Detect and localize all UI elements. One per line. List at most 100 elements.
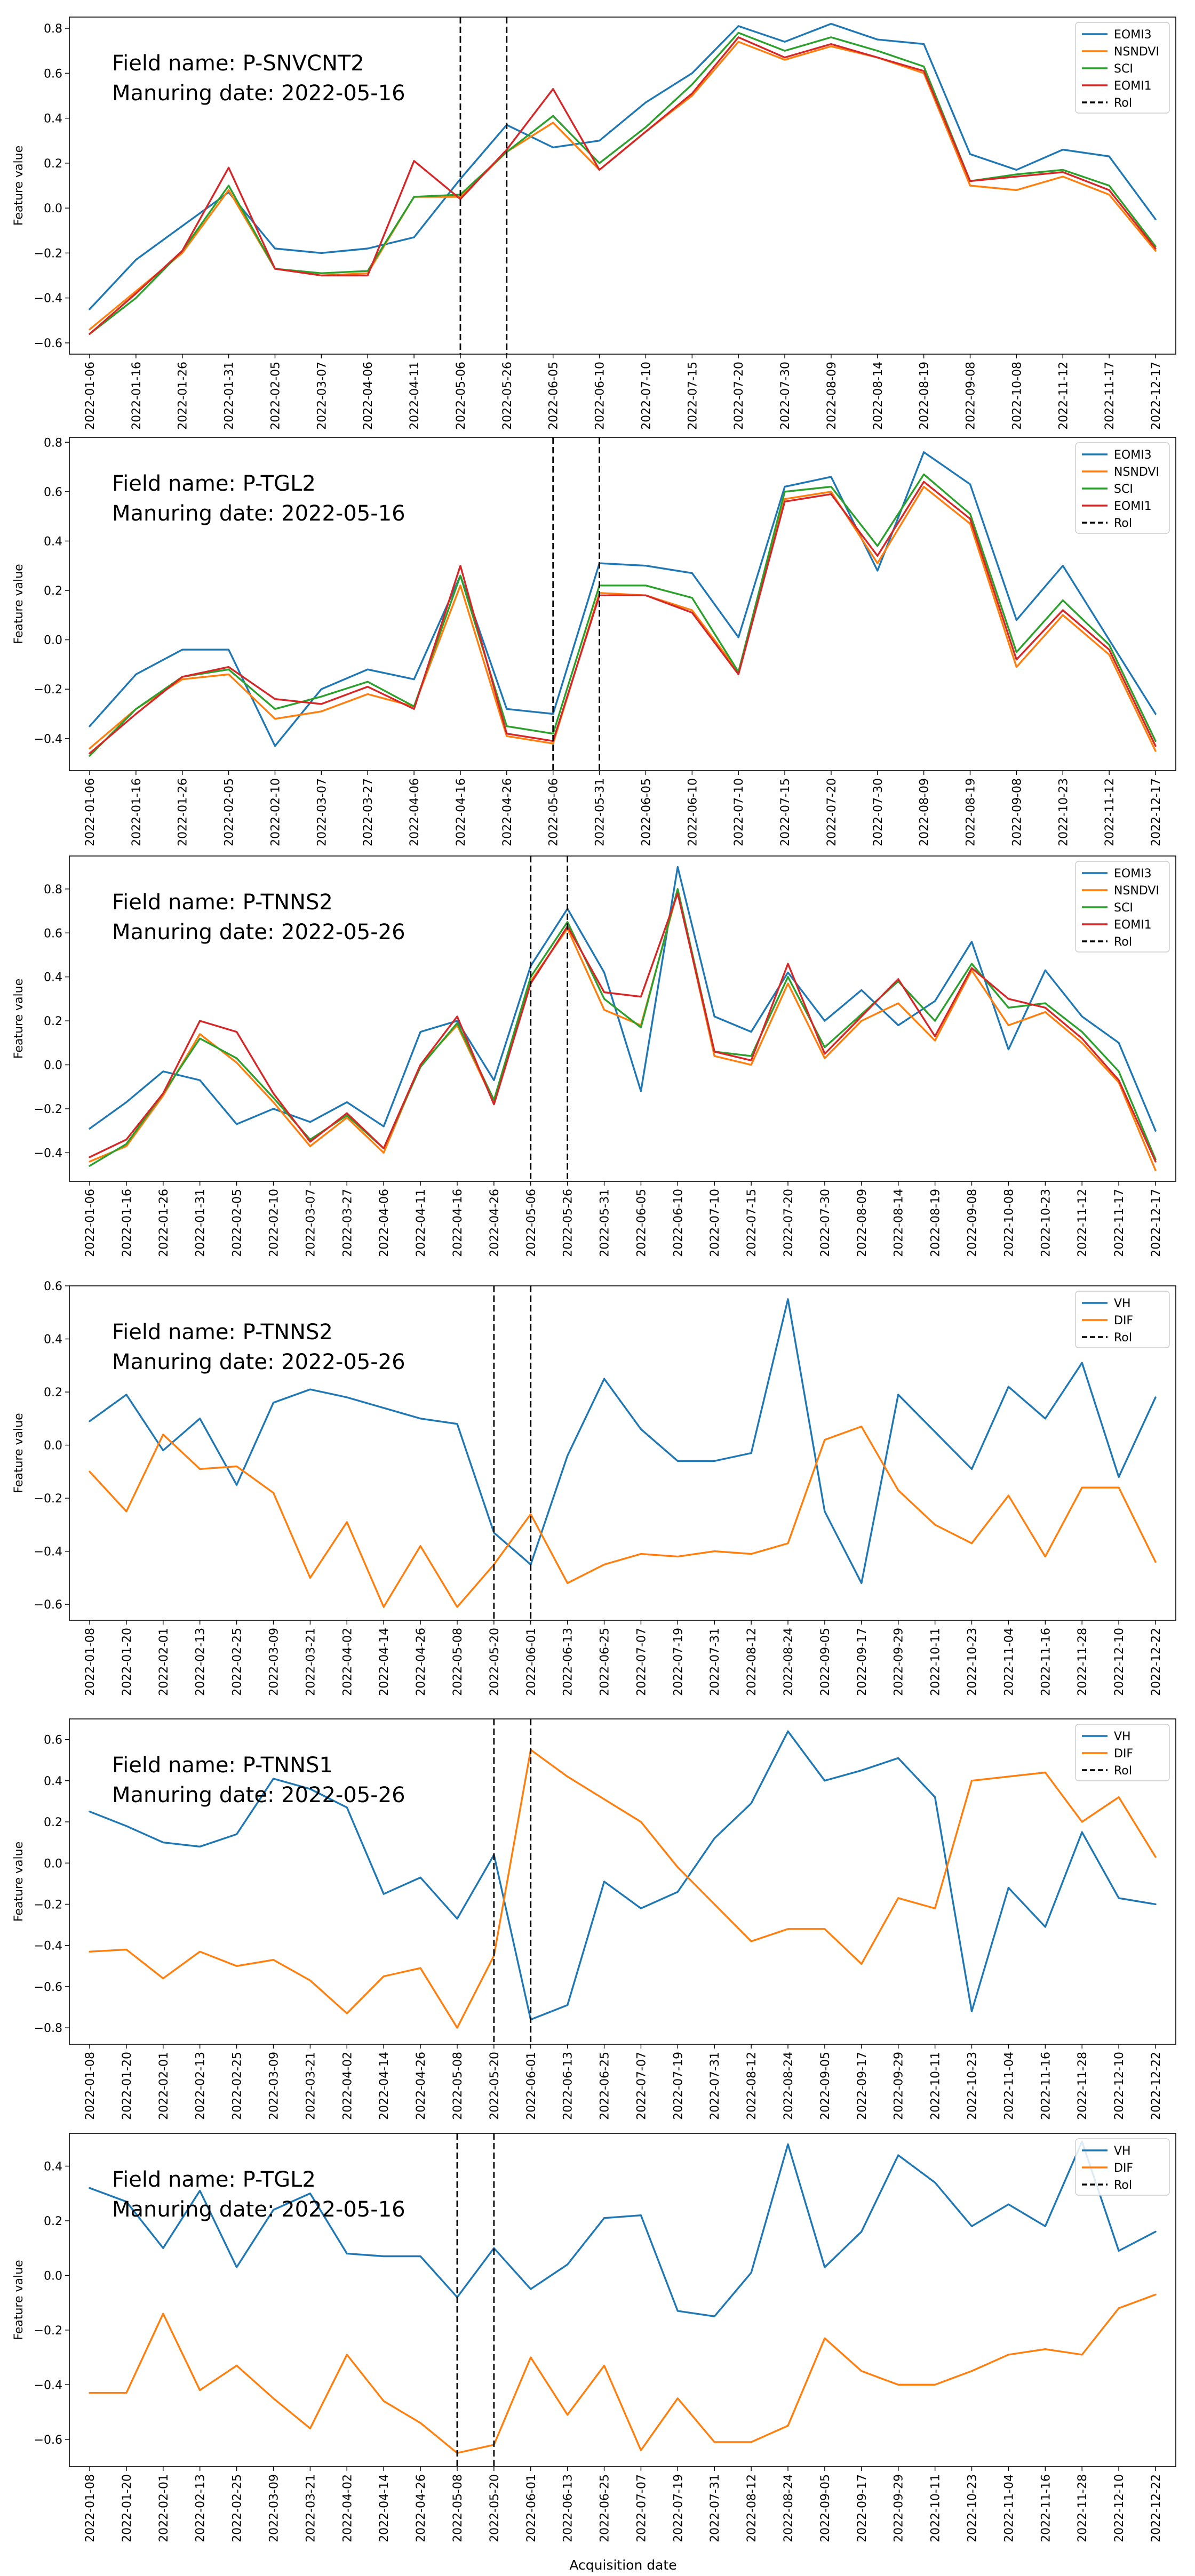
- series-line-vh: [89, 1298, 1157, 1585]
- x-tick-label: 2022-05-26: [501, 362, 514, 430]
- chart-6: −0.6 −0.4 −0.2 0.0 0.2 0.4 2022-01-08 2022-01-2…: [12, 2133, 1176, 2542]
- x-tick-label: 2022-09-05: [819, 2052, 832, 2120]
- x-tick-label: 2022-06-25: [599, 2052, 612, 2120]
- chart-4: −0.6 −0.4 −0.2 0.0 0.2 0.4 0.6 2022-01-08 2022-0…: [12, 1280, 1176, 1696]
- x-tick-label: 2022-02-01: [157, 2474, 171, 2542]
- chart-annotation: Manuring date: 2022-05-16: [112, 2197, 405, 2222]
- x-tick-label: 2022-02-25: [231, 1628, 244, 1696]
- x-tick-label: 2022-12-22: [1150, 1628, 1163, 1696]
- x-tick-label: 2022-02-01: [157, 1628, 171, 1696]
- plot-frame: [69, 1718, 1176, 2045]
- legend-label: RoI: [1114, 2179, 1132, 2192]
- y-tick-label: 0.6: [44, 486, 62, 499]
- legend-label: SCI: [1114, 62, 1133, 76]
- legend: EOMI3 NSNDVI SCI EOMI1 RoI: [1075, 22, 1170, 114]
- legend-box: [1075, 22, 1170, 114]
- x-tick-label: 2022-01-08: [84, 1628, 97, 1696]
- x-tick-label: 2022-07-20: [732, 362, 746, 430]
- series-line-eomi3: [89, 451, 1157, 747]
- chart-annotation: Field name: P-TNNS1: [112, 1753, 333, 1778]
- y-tick-label: 0.0: [44, 1059, 62, 1073]
- y-axis-label: Feature value: [12, 1842, 26, 1922]
- x-tick-label: 2022-09-08: [965, 362, 978, 430]
- y-axis-label: Feature value: [12, 146, 26, 226]
- legend-label: DIF: [1114, 1747, 1133, 1761]
- chart-annotation: Field name: P-SNVCNT2: [112, 51, 364, 76]
- x-tick-label: 2022-05-26: [562, 1189, 575, 1257]
- x-tick-label: 2022-04-14: [378, 2474, 391, 2542]
- x-tick-label: 2022-09-29: [893, 2052, 906, 2120]
- x-tick-label: 2022-04-11: [408, 362, 421, 430]
- series-line-eomi3: [89, 866, 1157, 1132]
- legend-label: VH: [1114, 1730, 1131, 1743]
- legend-label: RoI: [1114, 935, 1132, 949]
- y-tick-label: 0.2: [44, 1015, 62, 1028]
- x-tick-label: 2022-06-10: [594, 362, 607, 430]
- y-tick-label: 0.4: [44, 971, 62, 985]
- legend: VH DIF RoI: [1075, 1291, 1170, 1348]
- y-tick-label: −0.4: [34, 2379, 62, 2392]
- x-tick-label: 2022-11-04: [1002, 2474, 1016, 2542]
- series-line-dif: [89, 1425, 1157, 1608]
- x-tick-label: 2022-10-23: [966, 2052, 979, 2120]
- x-tick-label: 2022-06-05: [547, 362, 561, 430]
- x-tick-label: 2022-01-31: [223, 362, 236, 430]
- x-tick-label: 2022-07-19: [672, 1628, 685, 1696]
- y-tick-label: 0.0: [44, 1439, 62, 1453]
- x-tick-label: 2022-01-16: [130, 778, 144, 846]
- x-tick-label: 2022-06-13: [562, 2474, 575, 2542]
- x-tick-label: 2022-03-07: [315, 362, 329, 430]
- x-tick-label: 2022-05-20: [488, 2052, 501, 2120]
- chart-2: −0.4 −0.2 0.0 0.2 0.4 0.6 0.8 2022-01-06 2022-01…: [12, 436, 1176, 846]
- x-tick-label: 2022-07-10: [732, 778, 746, 846]
- x-tick-label: 2022-07-07: [635, 2474, 648, 2542]
- chart-annotation: Manuring date: 2022-05-16: [112, 81, 405, 106]
- x-tick-label: 2022-10-11: [929, 2474, 943, 2542]
- x-tick-label: 2022-01-16: [121, 1189, 134, 1257]
- y-tick-label: 0.4: [44, 2160, 62, 2173]
- x-tick-label: 2022-06-25: [599, 2474, 612, 2542]
- x-tick-label: 2022-03-27: [341, 1189, 354, 1257]
- x-tick-label: 2022-10-23: [1057, 778, 1070, 846]
- x-tick-label: 2022-04-26: [415, 2052, 428, 2120]
- series-line-dif: [89, 2293, 1157, 2454]
- x-tick-label: 2022-09-17: [856, 2474, 869, 2542]
- chart-annotation: Field name: P-TNNS2: [112, 1320, 333, 1345]
- legend-label: EOMI3: [1114, 28, 1152, 42]
- legend-label: RoI: [1114, 1764, 1132, 1778]
- y-axis-label: Feature value: [12, 1413, 26, 1493]
- x-tick-label: 2022-01-20: [121, 2474, 134, 2542]
- legend: EOMI3 NSNDVI SCI EOMI1 RoI: [1075, 442, 1170, 534]
- y-tick-label: 0.2: [44, 585, 62, 598]
- x-tick-label: 2022-02-13: [194, 2474, 208, 2542]
- legend-box: [1075, 1291, 1170, 1348]
- x-tick-label: 2022-10-23: [966, 2474, 979, 2542]
- x-tick-label: 2022-08-09: [825, 362, 839, 430]
- y-axis-label: Feature value: [12, 564, 26, 644]
- x-tick-label: 2022-08-14: [893, 1189, 906, 1257]
- x-tick-label: 2022-09-08: [1010, 778, 1024, 846]
- x-tick-label: 2022-07-20: [782, 1189, 795, 1257]
- chart-3: −0.4 −0.2 0.0 0.2 0.4 0.6 0.8 2022-01-06 2022-01…: [12, 855, 1176, 1257]
- x-tick-label: 2022-07-31: [708, 1628, 722, 1696]
- x-tick-label: 2022-11-12: [1076, 1189, 1089, 1257]
- x-tick-label: 2022-05-08: [451, 1628, 465, 1696]
- x-tick-label: 2022-05-08: [451, 2052, 465, 2120]
- x-tick-label: 2022-10-08: [1010, 362, 1024, 430]
- chart-5: −0.8 −0.6 −0.4 −0.2 0.0 0.2 0.4 0.6 2022-01-08 20…: [12, 1718, 1176, 2120]
- x-tick-label: 2022-07-07: [635, 2052, 648, 2120]
- x-tick-label: 2022-09-17: [856, 1628, 869, 1696]
- x-tick-label: 2022-08-19: [918, 362, 931, 430]
- y-tick-label: 0.4: [44, 113, 62, 126]
- legend: VH DIF RoI: [1075, 1724, 1170, 1781]
- x-tick-label: 2022-04-26: [501, 778, 514, 846]
- x-tick-label: 2022-06-13: [562, 1628, 575, 1696]
- x-tick-label: 2022-04-02: [341, 2474, 354, 2542]
- series-line-vh: [89, 1730, 1157, 2021]
- series-line-eomi3: [89, 22, 1157, 310]
- x-tick-label: 2022-02-10: [267, 1189, 281, 1257]
- legend-label: VH: [1114, 2145, 1131, 2158]
- x-tick-label: 2022-01-26: [177, 362, 190, 430]
- x-tick-label: 2022-02-01: [157, 2052, 171, 2120]
- series-line-sci: [89, 888, 1157, 1167]
